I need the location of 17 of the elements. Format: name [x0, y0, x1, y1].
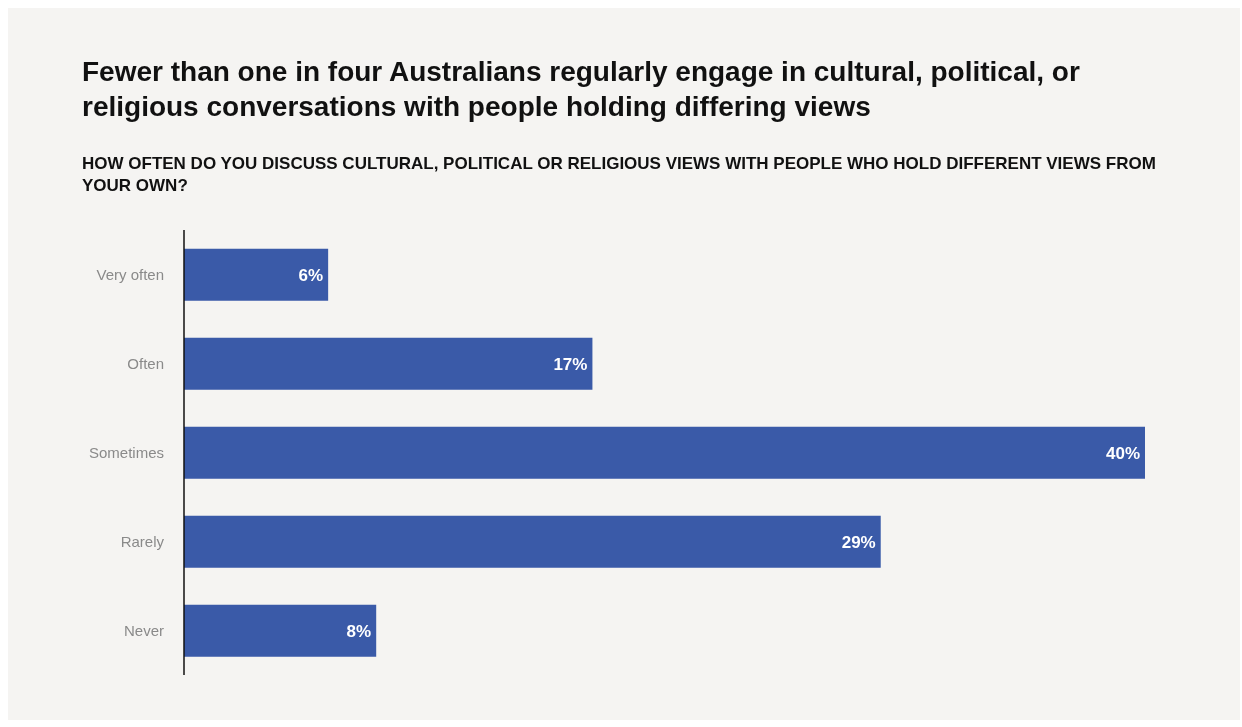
y-tick-label: Rarely: [120, 532, 165, 550]
data-label: 29%: [841, 532, 876, 552]
bar: [184, 515, 881, 568]
bar: [184, 426, 1145, 479]
y-tick-label: Very often: [96, 265, 164, 283]
chart-title: Fewer than one in four Australians regularly engage in cultural, political, or religious conversations with people holding differing views: [82, 55, 1081, 124]
y-tick-label: Sometimes: [88, 443, 164, 461]
data-label: 17%: [553, 354, 588, 374]
data-label: 40%: [1105, 443, 1140, 463]
data-label: 6%: [298, 265, 324, 285]
y-tick-label: Often: [127, 354, 164, 372]
y-tick-label: Never: [123, 621, 164, 639]
bar: [184, 604, 377, 657]
data-label: 8%: [346, 621, 372, 641]
bar: [184, 337, 593, 390]
chart-subtitle: HOW OFTEN DO YOU DISCUSS CULTURAL, POLITICAL OR RELIGIOUS VIEWS WITH PEOPLE WHO HOLD DIFFERENT VIEWS FROM YOUR OWN?: [82, 153, 1157, 197]
bar: [184, 248, 329, 301]
